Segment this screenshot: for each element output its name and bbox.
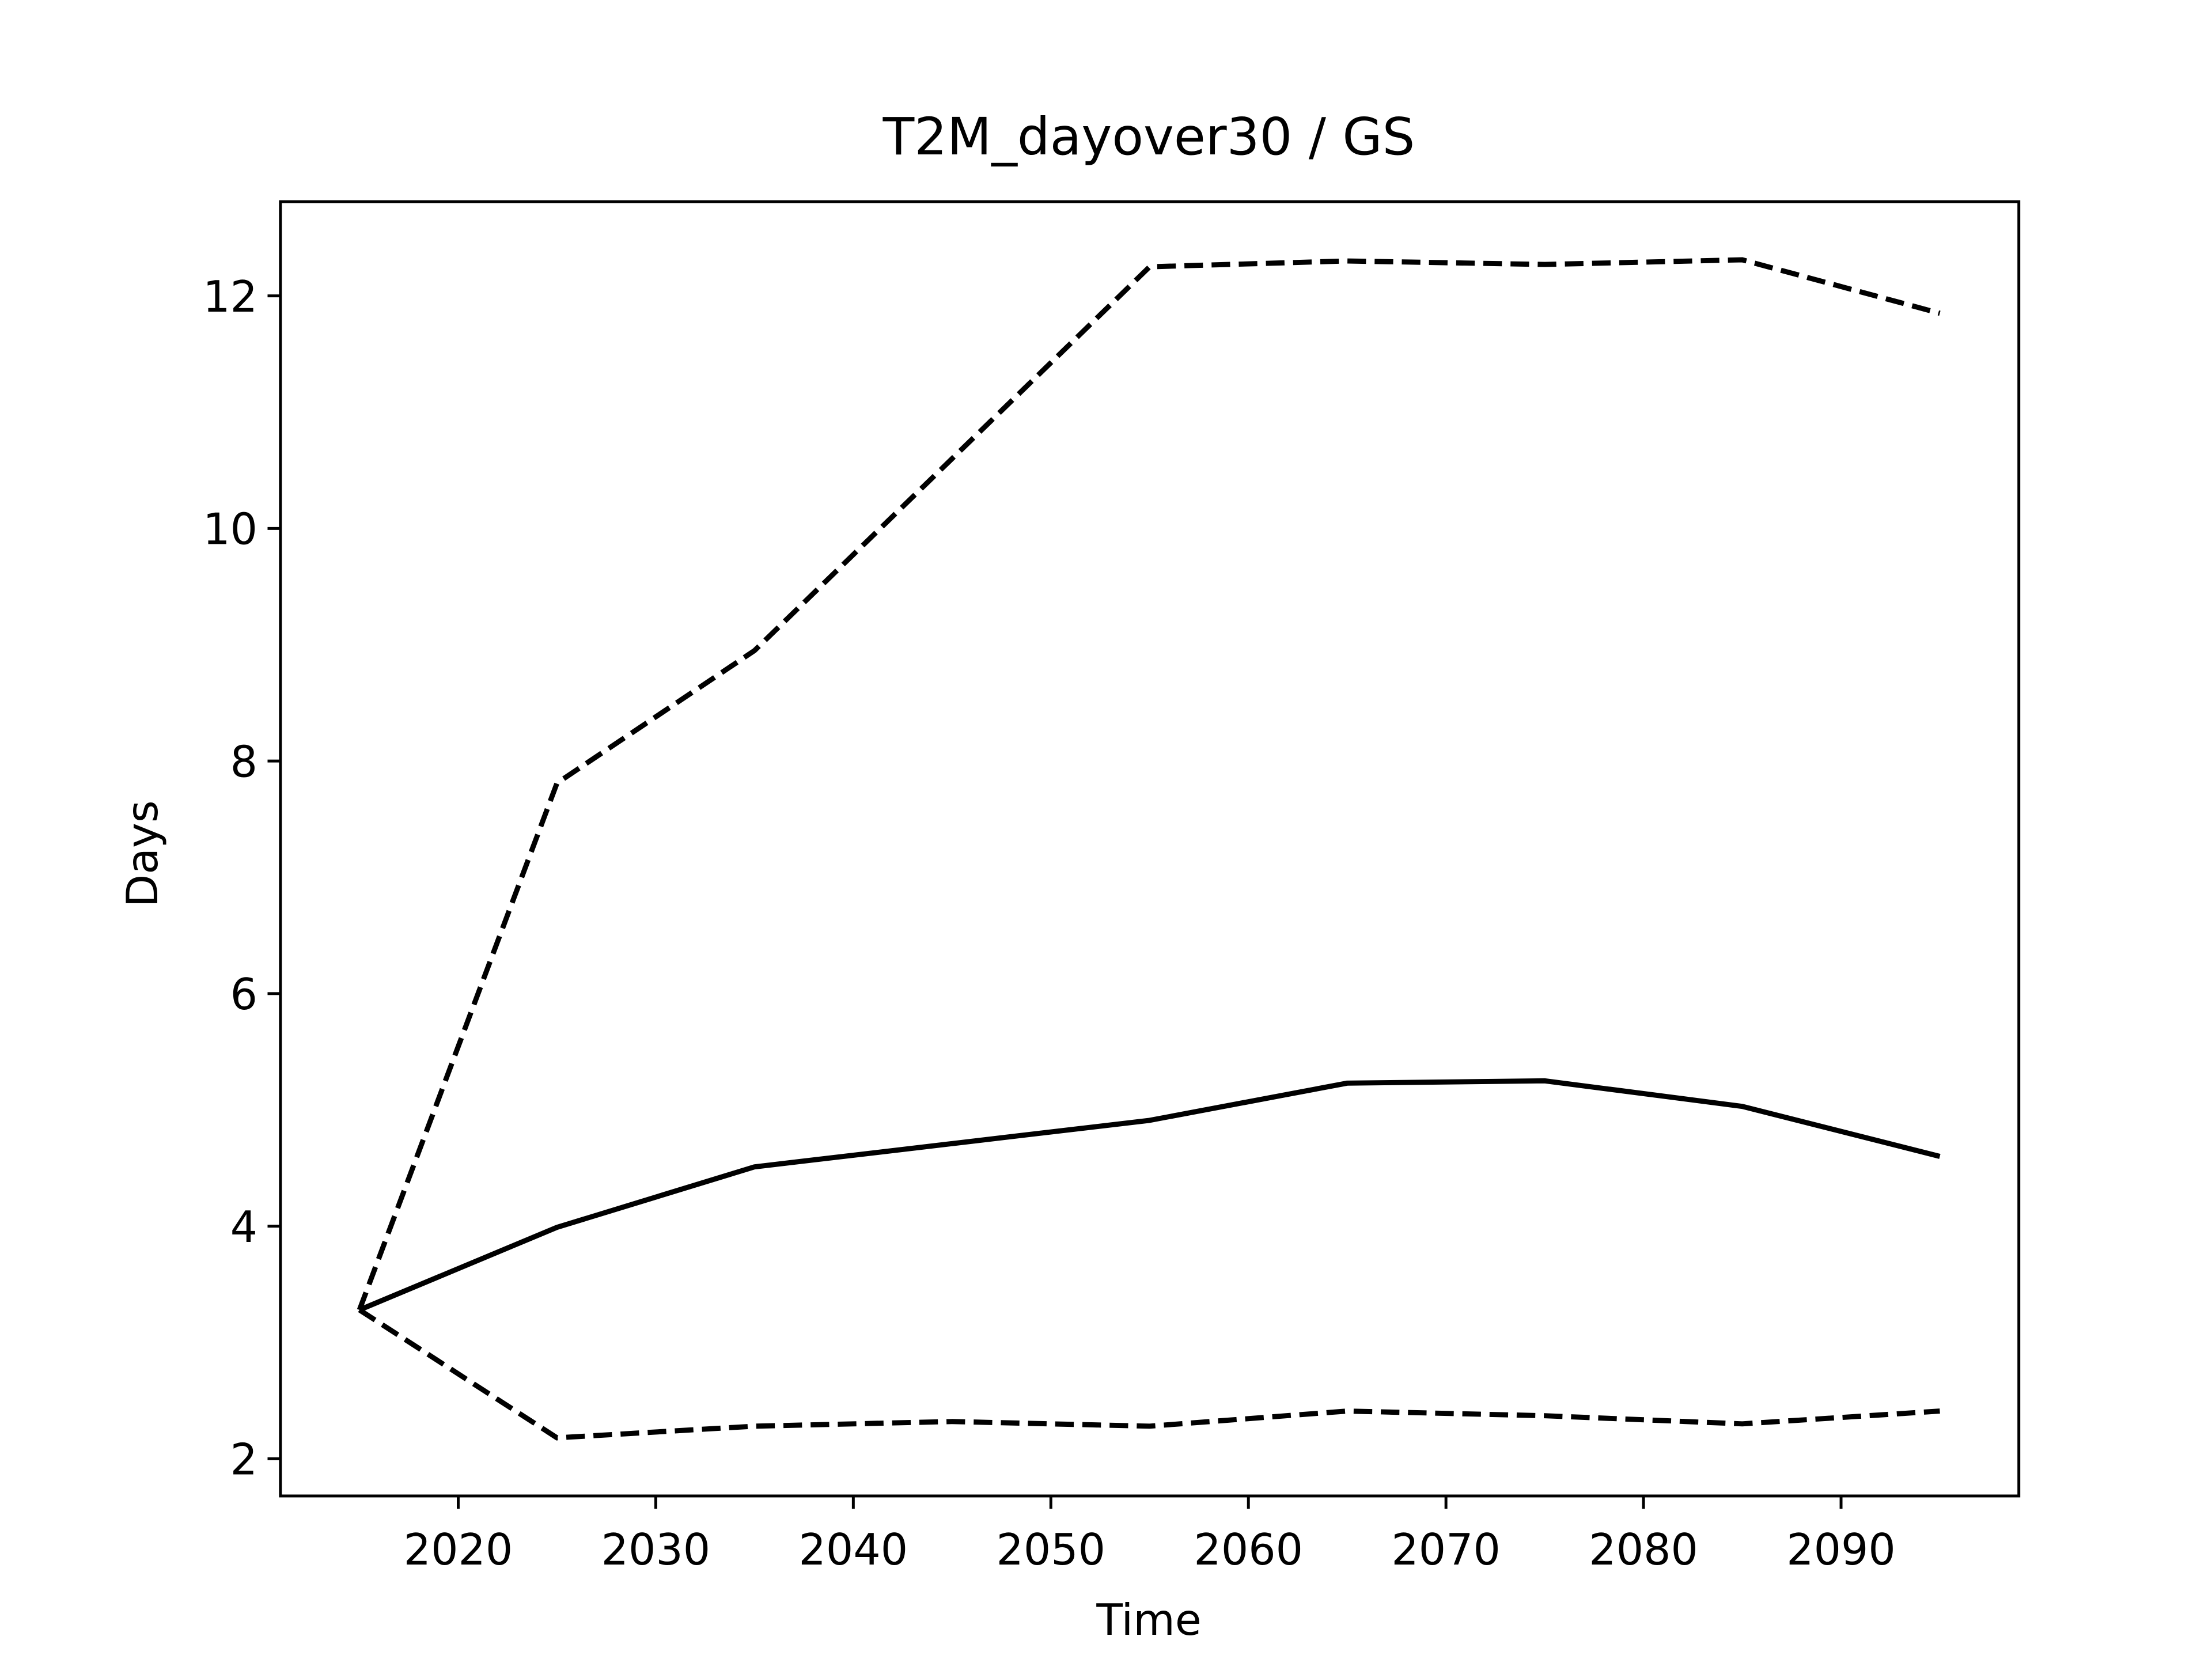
x-tick-label: 2040 [799,1525,908,1575]
x-axis-label: Time [1096,1595,1201,1645]
x-tick-label: 2020 [404,1525,513,1575]
y-tick-label: 10 [203,505,257,555]
line-series [357,257,1941,1311]
y-axis-label: Days [118,800,168,907]
x-tick-label: 2050 [996,1525,1105,1575]
x-tick-label: 2080 [1589,1525,1698,1575]
x-tick-label: 2090 [1786,1525,1896,1575]
x-tick-label: 2030 [601,1525,711,1575]
line-series [358,1078,1941,1313]
y-tick-label: 6 [230,969,257,1020]
y-tick-label: 8 [230,737,257,787]
y-tick-label: 12 [203,272,257,322]
y-tick-label: 4 [230,1202,257,1252]
chart-title: T2M_dayover30 / GS [882,107,1415,167]
line-series [358,1308,1940,1441]
x-tick-label: 2070 [1391,1525,1501,1575]
x-tick-label: 2060 [1194,1525,1303,1575]
y-tick-label: 2 [230,1435,257,1485]
plot-frame [279,200,2021,1498]
